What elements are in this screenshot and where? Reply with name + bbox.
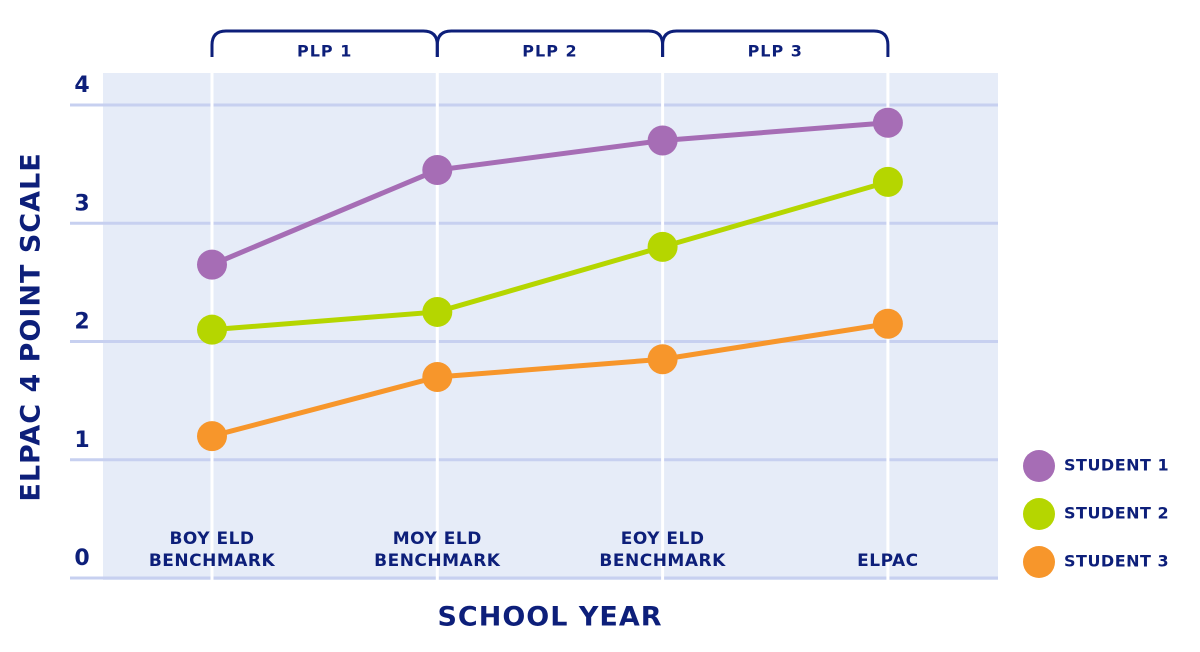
series-line	[211, 120, 889, 267]
legend-label: STUDENT 1	[1064, 456, 1169, 475]
series-line	[211, 321, 889, 439]
bracket	[661, 29, 890, 57]
data-point	[647, 344, 678, 375]
data-point	[197, 249, 227, 280]
x-tick-label: MOY ELD BENCHMARK	[374, 529, 501, 571]
data-point	[872, 166, 903, 197]
data-point	[647, 125, 678, 156]
bracket-label: PLP 3	[748, 42, 803, 61]
y-axis-label: ELPAC 4 POINT SCALE	[16, 152, 47, 501]
data-point	[872, 107, 903, 138]
y-tick-label: 0	[74, 546, 89, 571]
legend-marker	[1023, 498, 1055, 530]
y-tick-label: 2	[74, 310, 89, 335]
legend-label: STUDENT 3	[1064, 552, 1169, 571]
x-tick-label: EOY ELD BENCHMARK	[599, 529, 726, 571]
data-point	[197, 421, 227, 452]
data-point	[872, 308, 903, 339]
legend-marker	[1023, 450, 1055, 482]
x-tick-label: BOY ELD BENCHMARK	[148, 529, 276, 571]
legend-marker	[1023, 546, 1055, 578]
x-tick-label: ELPAC	[857, 551, 919, 571]
legend-label: STUDENT 2	[1064, 504, 1169, 523]
data-point	[197, 314, 227, 345]
data-point	[422, 296, 453, 327]
data-point	[647, 231, 678, 262]
y-tick-label: 3	[74, 191, 89, 216]
bracket-label: PLP 2	[522, 42, 577, 61]
data-point	[422, 155, 453, 186]
data-point	[422, 361, 453, 392]
bracket-label: PLP 1	[297, 42, 352, 61]
x-axis-label: SCHOOL YEAR	[437, 602, 662, 633]
series-line	[211, 179, 889, 333]
y-tick-label: 4	[74, 73, 89, 98]
y-tick-label: 1	[74, 428, 89, 453]
